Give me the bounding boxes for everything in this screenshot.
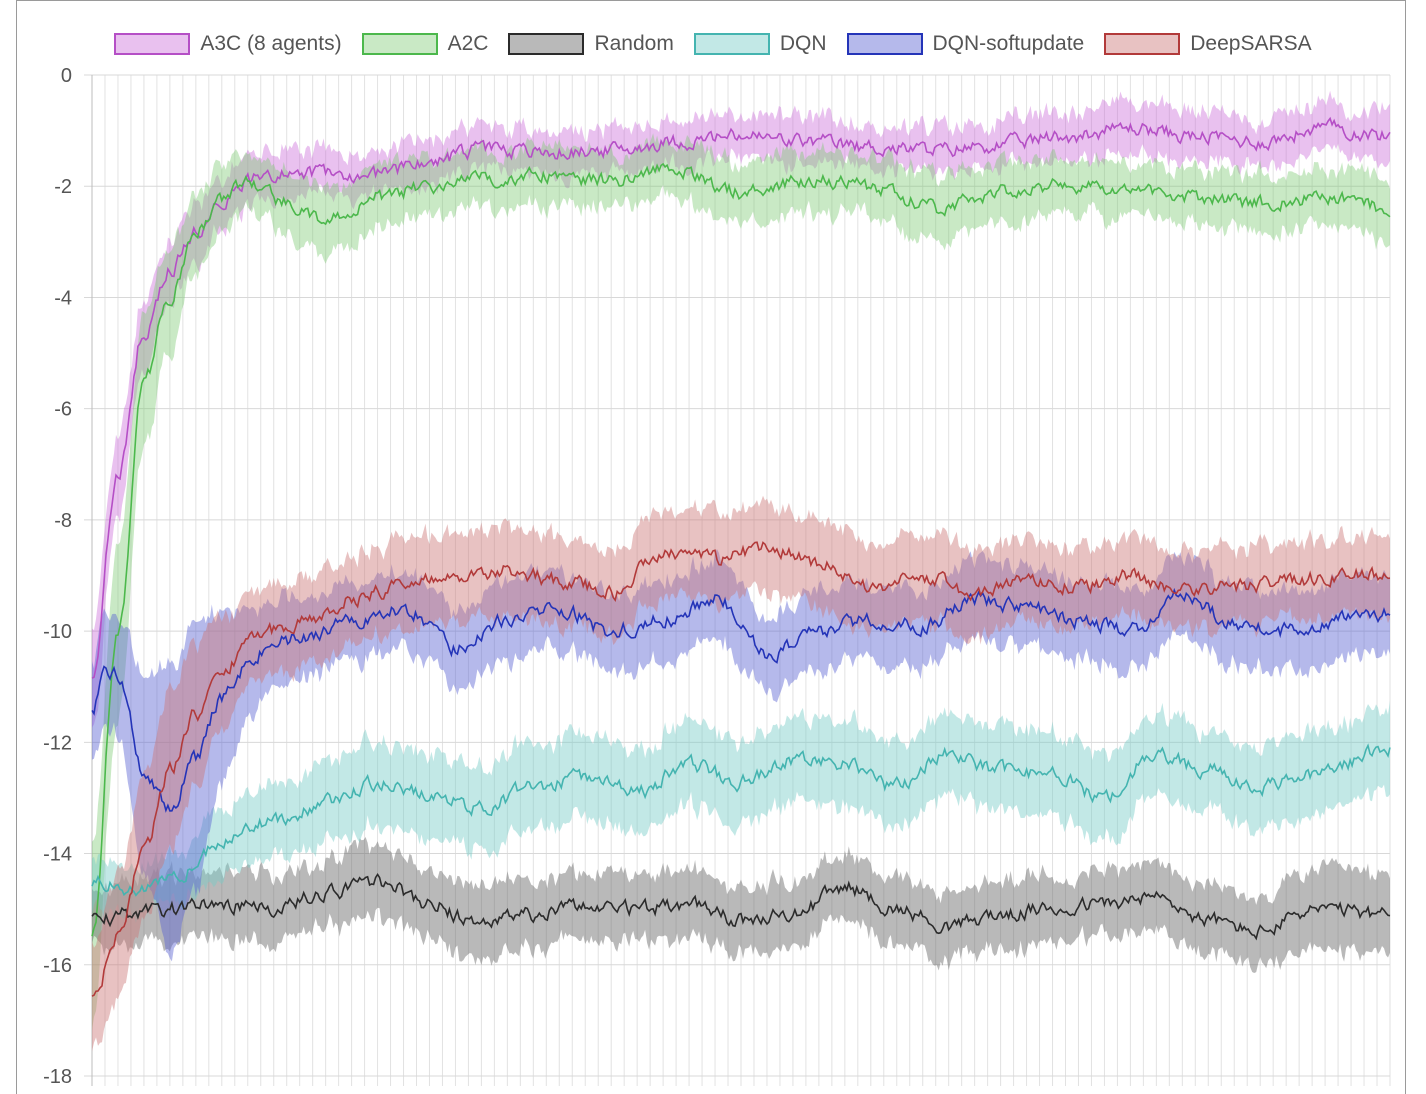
y-tick-label: -18 — [43, 1066, 72, 1088]
error-band-5 — [92, 495, 1390, 1052]
error-bands — [92, 90, 1390, 1052]
y-axis-ticks: 0 -2 -4 -6 -8 -10 -12 -14 -16 -18 — [43, 65, 72, 1088]
legend-label: DQN-softupdate — [932, 32, 1085, 55]
y-tick-label: -6 — [54, 399, 72, 421]
y-tick-label: -14 — [43, 844, 72, 866]
y-tick-label: -4 — [54, 287, 72, 309]
error-band-1 — [92, 133, 1390, 1031]
legend-item-2[interactable]: Random — [508, 32, 674, 56]
series-line-3 — [91, 743, 1391, 897]
legend-swatch — [361, 33, 438, 55]
y-tick-label: 0 — [61, 65, 72, 87]
legend-swatch — [1104, 33, 1181, 55]
y-tick-label: -16 — [43, 955, 72, 977]
legend-swatch — [693, 33, 770, 55]
legend-label: DQN — [779, 32, 827, 55]
series-line-2 — [91, 873, 1391, 941]
series-line-5 — [91, 541, 1391, 997]
legend: A3C (8 agents) A2C Random DQN DQN-softupdate… — [0, 26, 1426, 62]
legend-item-5[interactable]: DeepSARSA — [1104, 32, 1312, 56]
y-tick-label: -10 — [43, 621, 72, 643]
error-band-2 — [92, 837, 1390, 973]
legend-item-0[interactable]: A3C (8 agents) — [114, 32, 342, 56]
legend-swatch — [508, 33, 585, 55]
series-lines — [91, 116, 1391, 997]
series-line-0 — [91, 116, 1391, 679]
legend-label: Random — [594, 32, 674, 55]
y-tick-label: -2 — [54, 176, 72, 198]
series-line-1 — [91, 162, 1391, 937]
legend-item-4[interactable]: DQN-softupdate — [846, 32, 1085, 56]
error-band-3 — [92, 700, 1390, 924]
error-band-4 — [92, 549, 1390, 962]
legend-swatch — [846, 33, 923, 55]
legend-swatch — [114, 33, 191, 55]
error-band-0 — [92, 90, 1390, 728]
legend-label: DeepSARSA — [1190, 32, 1312, 55]
y-tick-label: -12 — [43, 732, 72, 754]
y-tick-label: -8 — [54, 510, 72, 532]
legend-item-1[interactable]: A2C — [361, 32, 489, 56]
legend-label: A3C (8 agents) — [200, 32, 342, 55]
legend-label: A2C — [447, 32, 489, 55]
legend-item-3[interactable]: DQN — [693, 32, 827, 56]
